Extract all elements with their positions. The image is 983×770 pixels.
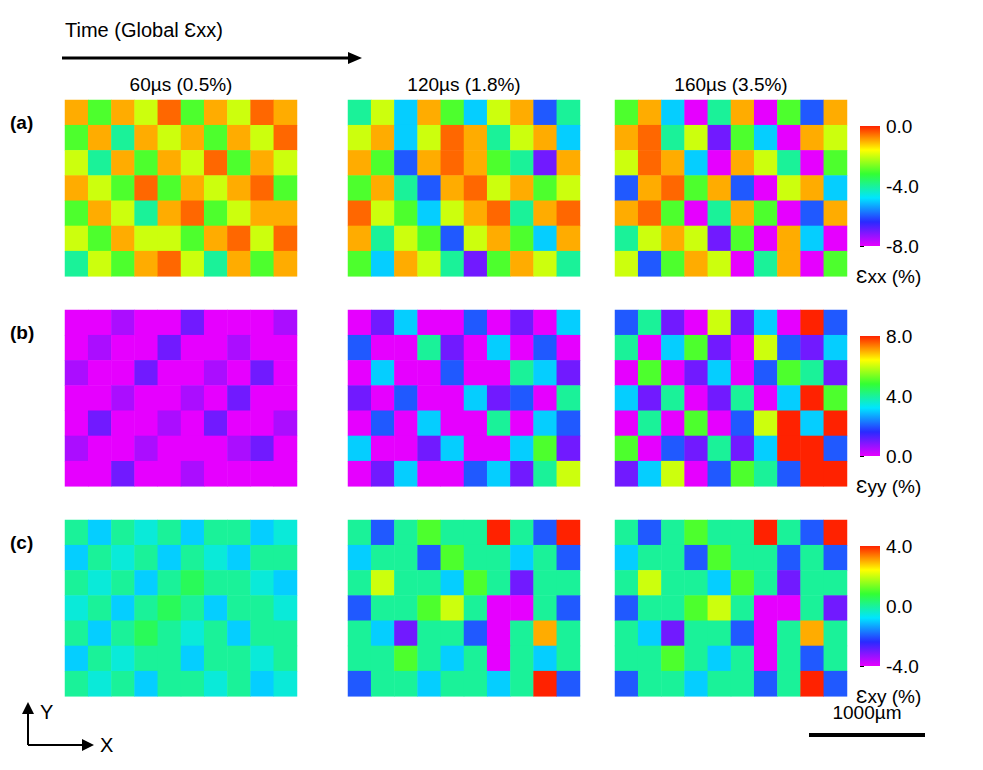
svg-text:-4.0: -4.0 [886,176,919,197]
svg-text:-8.0: -8.0 [886,236,919,257]
svg-text:0.0: 0.0 [886,116,912,137]
svg-text:160µs (3.5%): 160µs (3.5%) [674,74,787,95]
svg-text:120µs (1.8%): 120µs (1.8%) [407,74,520,95]
svg-text:0.0: 0.0 [886,596,912,617]
svg-text:Time (Global Ɛxx): Time (Global Ɛxx) [65,19,223,41]
svg-text:-4.0: -4.0 [886,656,919,677]
svg-text:(c): (c) [10,532,33,553]
svg-text:4.0: 4.0 [886,386,912,407]
svg-text:60µs (0.5%): 60µs (0.5%) [130,74,233,95]
svg-text:Ɛyy (%): Ɛyy (%) [856,476,921,497]
svg-text:Ɛxy (%): Ɛxy (%) [856,685,922,707]
svg-text:1000µm: 1000µm [832,702,901,723]
svg-text:8.0: 8.0 [886,326,912,347]
svg-text:4.0: 4.0 [886,536,912,557]
svg-text:Ɛxx (%): Ɛxx (%) [856,266,921,287]
svg-text:0.0: 0.0 [886,446,912,467]
svg-text:X: X [100,734,113,756]
svg-text:(b): (b) [10,322,34,343]
svg-text:Y: Y [40,701,53,723]
svg-text:(a): (a) [10,112,33,133]
